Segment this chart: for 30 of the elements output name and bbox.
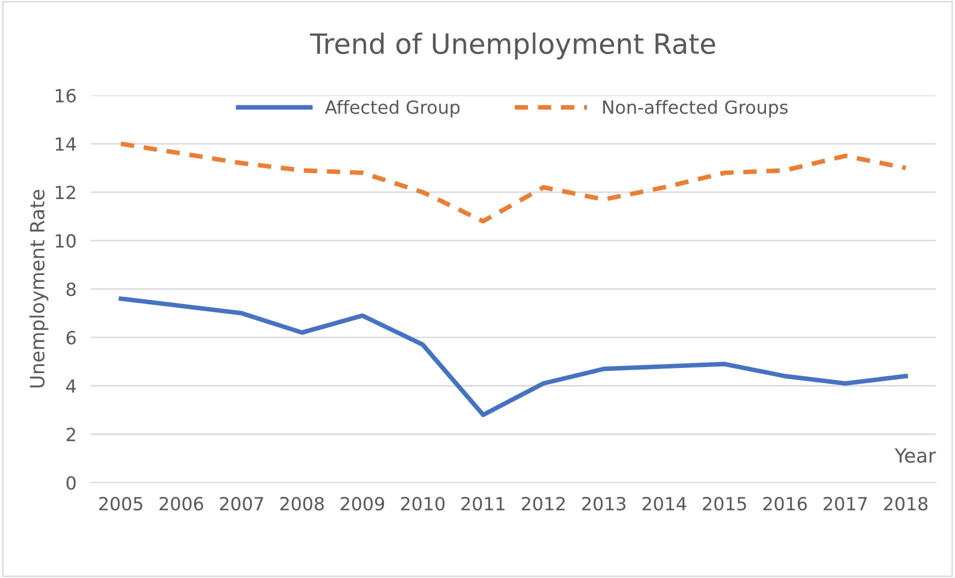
legend-label: Affected Group xyxy=(324,100,460,118)
x-tick-label: 2006 xyxy=(160,496,204,510)
x-tick-label: 2017 xyxy=(824,496,867,510)
x-tick-label: 2012 xyxy=(522,496,565,510)
x-axis-title: Year xyxy=(894,448,936,463)
y-tick-label: 8 xyxy=(66,282,76,296)
y-tick-label: 6 xyxy=(66,330,76,345)
y-tick-label: 16 xyxy=(56,88,76,102)
x-tick-label: 2007 xyxy=(220,496,264,510)
x-tick-label: 2010 xyxy=(401,496,445,510)
x-tick-label: 2011 xyxy=(461,496,504,510)
line-series xyxy=(118,142,908,224)
x-tick-label: 2009 xyxy=(340,496,384,510)
y-tick-label: 2 xyxy=(66,428,76,442)
y-tick-label: 4 xyxy=(66,380,76,393)
y-tick-label: 12 xyxy=(56,186,76,200)
y-tick-label: 10 xyxy=(56,234,76,248)
x-tick-label: 2014 xyxy=(642,496,686,510)
x-tick-label: 2005 xyxy=(99,496,142,510)
legend-label: Non-affected Groups xyxy=(603,100,788,118)
x-tick-label: 2016 xyxy=(763,496,807,510)
line-series xyxy=(118,296,908,418)
x-tick-label: 2008 xyxy=(280,496,324,510)
chart-title: Trend of Unemployment Rate xyxy=(310,32,716,60)
x-tick-label: 2013 xyxy=(582,496,626,510)
y-tick-label: 0 xyxy=(66,476,76,490)
y-axis-title: Unemployment Rate xyxy=(29,190,48,388)
x-tick-label: 2015 xyxy=(702,496,746,510)
x-tick-label: 2018 xyxy=(884,496,928,510)
y-tick-label: 14 xyxy=(56,137,76,151)
